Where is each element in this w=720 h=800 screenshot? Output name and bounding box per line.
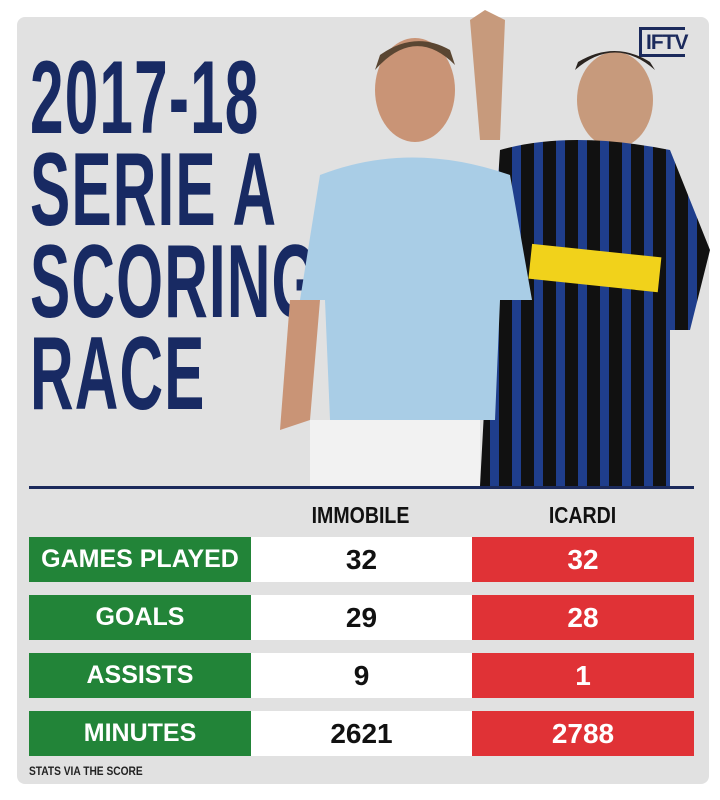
iftv-logo: IFTV (639, 27, 689, 57)
stat-label: GAMES PLAYED (29, 537, 251, 582)
stat-row-assists: ASSISTS 9 1 (29, 653, 694, 698)
immobile-value: 2621 (251, 711, 472, 756)
headline-line: SCORING (30, 224, 320, 340)
icardi-value: 1 (472, 653, 694, 698)
headline-line: 2017-18 (30, 40, 260, 156)
column-header-icardi: ICARDI (548, 502, 617, 528)
icardi-value: 28 (472, 595, 694, 640)
stat-row-minutes: MINUTES 2621 2788 (29, 711, 694, 756)
stat-label: GOALS (29, 595, 251, 640)
stat-row-goals: GOALS 29 28 (29, 595, 694, 640)
stat-label: ASSISTS (29, 653, 251, 698)
immobile-value: 9 (251, 653, 472, 698)
icardi-value: 32 (472, 537, 694, 582)
divider (29, 486, 694, 489)
stat-row-games-played: GAMES PLAYED 32 32 (29, 537, 694, 582)
column-header-immobile: IMMOBILE (311, 502, 410, 528)
icardi-figure (470, 10, 710, 486)
stat-label: MINUTES (29, 711, 251, 756)
headline-line: RACE (30, 316, 206, 432)
headline-line: SERIE A (30, 132, 278, 248)
headline: 2017-18 SERIE A SCORING RACE (30, 40, 529, 432)
source-credit: STATS VIA THE SCORE (29, 764, 143, 778)
icardi-value: 2788 (472, 711, 694, 756)
immobile-value: 29 (251, 595, 472, 640)
players-photo (280, 10, 710, 486)
immobile-figure (280, 38, 532, 486)
immobile-value: 32 (251, 537, 472, 582)
